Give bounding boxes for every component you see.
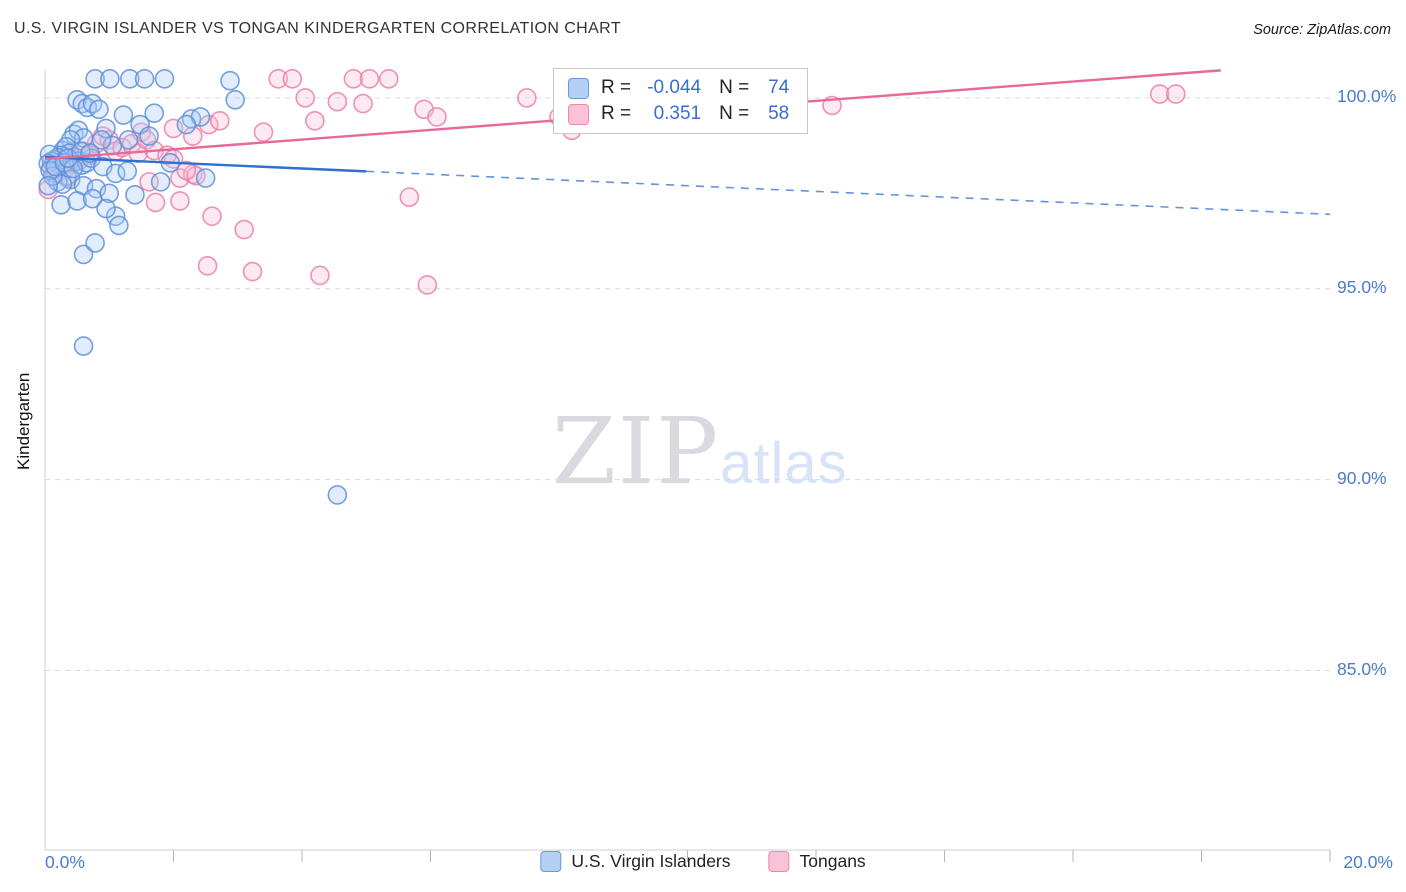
scatter-point-virgin-islanders <box>67 191 87 211</box>
x-axis-max-label: 20.0% <box>1343 852 1393 872</box>
scatter-point-virgin-islanders <box>89 99 109 120</box>
scatter-point-virgin-islanders <box>100 68 120 89</box>
r-label: R = <box>601 77 632 98</box>
virgin-islanders-swatch <box>568 77 589 99</box>
y-axis-tick-label: 95.0% <box>1337 276 1387 297</box>
n-label: N = <box>719 77 750 98</box>
scatter-point-virgin-islanders <box>225 89 245 110</box>
scatter-point-virgin-islanders <box>109 215 129 236</box>
watermark-zip-text: ZIP <box>552 398 721 505</box>
scatter-point-tongans <box>253 122 274 143</box>
scatter-point-virgin-islanders <box>73 336 94 356</box>
scatter-point-tongans <box>343 68 364 89</box>
scatter-point-virgin-islanders <box>150 172 171 192</box>
scatter-point-virgin-islanders <box>85 68 105 89</box>
scatter-point-virgin-islanders <box>38 175 59 196</box>
scatter-point-tongans <box>202 206 222 227</box>
scatter-point-virgin-islanders <box>91 130 112 150</box>
scatter-point-virgin-islanders <box>85 233 105 253</box>
page-title: U.S. VIRGIN ISLANDER VS TONGAN KINDERGAR… <box>14 20 622 37</box>
r-label: R = <box>601 103 632 124</box>
scatter-point-tongans <box>145 192 166 213</box>
scatter-point-virgin-islanders <box>125 185 145 205</box>
correlation-stats-box: R = -0.044 N = 74 R = 0.351 N = 58 <box>553 68 809 134</box>
scatter-point-tongans <box>234 219 254 240</box>
scatter-point-tongans <box>378 68 399 89</box>
tongans-legend-swatch <box>768 851 790 872</box>
scatter-point-tongans <box>427 107 447 127</box>
scatter-point-tongans <box>197 256 218 276</box>
chart-legend: U.S. Virgin Islanders Tongans <box>540 851 866 872</box>
scatter-point-tongans <box>242 261 263 282</box>
watermark-atlas-text: atlas <box>720 431 848 496</box>
scatter-point-virgin-islanders <box>195 168 216 188</box>
scatter-point-tongans <box>399 187 420 207</box>
stats-row-tongans: R = 0.351 N = 58 <box>568 103 789 125</box>
scatter-point-virgin-islanders <box>220 70 240 91</box>
scatter-point-tongans <box>353 93 373 114</box>
scatter-point-tongans <box>209 110 230 131</box>
scatter-point-virgin-islanders <box>139 126 159 146</box>
scatter-point-tongans <box>295 88 316 108</box>
scatter-point-tongans <box>268 68 289 89</box>
y-axis-tick-label: 100.0% <box>1337 85 1397 106</box>
scatter-point-virgin-islanders <box>154 68 175 89</box>
n-label: N = <box>719 103 750 124</box>
scatter-point-virgin-islanders <box>117 161 138 181</box>
trendline-solid <box>44 155 367 173</box>
legend-item-virgin-islanders: U.S. Virgin Islanders <box>540 851 731 872</box>
n-value: 58 <box>768 103 790 124</box>
y-axis-tick-label: 90.0% <box>1337 467 1387 488</box>
scatter-point-tongans <box>417 275 438 295</box>
scatter-point-virgin-islanders <box>113 105 134 125</box>
scatter-point-virgin-islanders <box>327 485 348 505</box>
stats-row-virgin-islanders: R = -0.044 N = 74 <box>568 77 789 99</box>
scatter-point-virgin-islanders <box>144 103 165 123</box>
scatter-point-tongans <box>1149 84 1170 104</box>
x-axis-min-label: 0.0% <box>45 852 85 872</box>
scatter-point-tongans <box>310 265 330 286</box>
scatter-point-virgin-islanders <box>82 188 103 209</box>
scatter-point-tongans <box>176 160 197 181</box>
scatter-point-tongans <box>359 68 380 89</box>
scatter-point-virgin-islanders <box>96 198 116 219</box>
scatter-point-virgin-islanders <box>96 118 116 139</box>
scatter-point-tongans <box>517 88 537 108</box>
zipatlas-watermark: ZIP atlas <box>552 398 848 505</box>
legend-label: Tongans <box>799 851 866 871</box>
source-label: Source: ZipAtlas.com <box>1253 22 1391 38</box>
tongans-swatch <box>568 103 589 125</box>
scatter-point-virgin-islanders <box>120 68 140 89</box>
n-value: 74 <box>768 77 790 98</box>
legend-label: U.S. Virgin Islanders <box>571 851 731 871</box>
trendline-dashed <box>366 170 1331 216</box>
scatter-point-tongans <box>170 191 190 211</box>
r-value: 0.351 <box>653 103 702 124</box>
scatter-point-tongans <box>1166 84 1186 104</box>
y-axis-title: Kindergarten <box>14 372 33 470</box>
scatter-point-tongans <box>327 91 348 112</box>
scatter-point-tongans <box>305 110 325 131</box>
legend-item-tongans: Tongans <box>768 851 866 872</box>
scatter-point-virgin-islanders <box>51 194 71 215</box>
y-axis-tick-label: 85.0% <box>1337 658 1387 679</box>
virgin-islanders-legend-swatch <box>540 851 562 872</box>
scatter-point-virgin-islanders <box>73 244 94 265</box>
scatter-point-virgin-islanders <box>176 114 197 135</box>
r-value: -0.044 <box>647 77 702 98</box>
scatter-point-virgin-islanders <box>134 68 155 89</box>
scatter-point-tongans <box>282 68 303 89</box>
